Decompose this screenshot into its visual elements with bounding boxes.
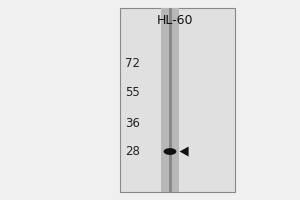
Bar (161, 8, 179, 192)
Text: 28: 28 (125, 145, 140, 158)
Bar (120, 8, 235, 192)
Polygon shape (180, 147, 189, 157)
Text: HL-60: HL-60 (157, 14, 193, 27)
Text: 55: 55 (125, 86, 140, 99)
Ellipse shape (164, 148, 176, 155)
Bar (169, 8, 172, 192)
Text: 72: 72 (125, 57, 140, 70)
Text: 36: 36 (125, 117, 140, 130)
